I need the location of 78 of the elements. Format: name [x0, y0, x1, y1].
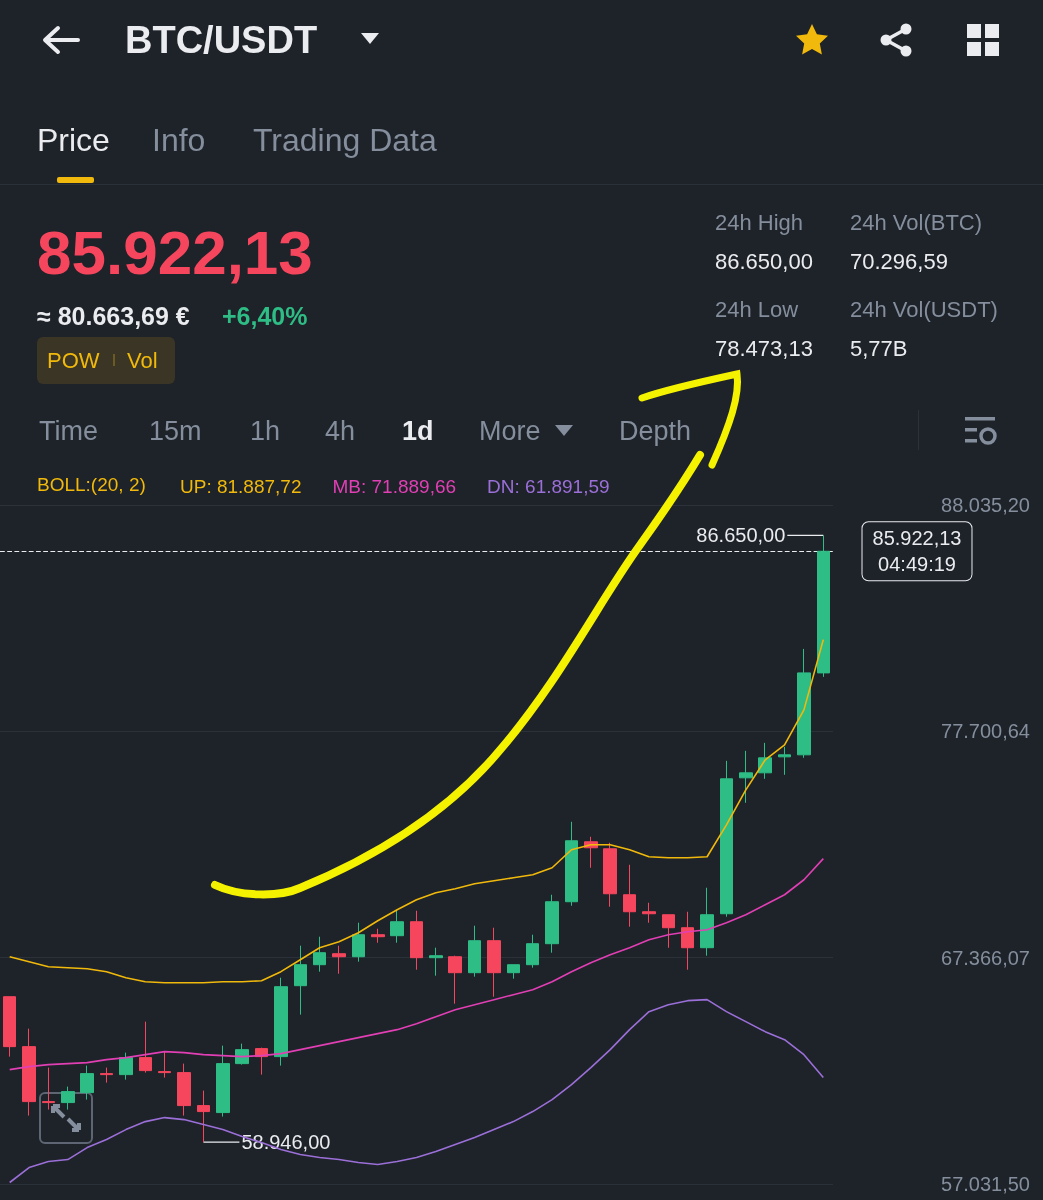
candlestick: [313, 936, 326, 973]
text: 85.922,13: [37, 216, 313, 288]
text: Vol: [127, 348, 158, 374]
candlestick: [294, 945, 307, 1016]
text: 04:49:19: [878, 553, 956, 576]
y-tick-label: 67.366,07: [941, 946, 1030, 969]
candlestick: [448, 955, 462, 1005]
candlestick: [778, 746, 791, 776]
text: MB: 71.889,66: [332, 476, 457, 497]
text: 78.473,13: [715, 336, 813, 362]
candlestick: [662, 914, 675, 949]
text: 24h Low: [715, 297, 799, 323]
text: 5,77B: [850, 336, 908, 362]
text: Info: [152, 121, 206, 159]
text: POW: [47, 348, 100, 374]
candlestick: [3, 996, 16, 1058]
candlestick: [390, 910, 404, 944]
text: 1d: [402, 415, 434, 447]
text: Depth: [619, 415, 692, 447]
candlestick: [80, 1065, 94, 1101]
text: BOLL:(20, 2): [37, 474, 146, 496]
candlestick: [720, 760, 733, 918]
ref-line-label: 85.922,13: [872, 527, 962, 550]
text: Time: [39, 415, 98, 447]
candlestick: [100, 1067, 113, 1084]
line-series: [8, 638, 825, 984]
candlestick: [603, 842, 617, 908]
y-tick-label: 88.035,20: [941, 494, 1030, 516]
candlestick: [817, 534, 830, 678]
line-series: [8, 998, 825, 1184]
candlestick: [158, 1051, 171, 1079]
text: 24h Vol(USDT): [850, 297, 998, 323]
chart-title: BTC/USDT: [125, 18, 318, 62]
line-series: [8, 857, 825, 1071]
text: More: [479, 415, 541, 447]
annotation: 86.650,00: [696, 524, 786, 547]
candlestick: [22, 1028, 36, 1117]
candlestick: [352, 922, 365, 963]
candlestick: [371, 928, 385, 944]
text: +6,40%: [222, 301, 308, 331]
candlestick: [700, 887, 714, 957]
candlestick: [545, 894, 559, 954]
text: 1h: [250, 415, 281, 447]
candlestick: [410, 910, 423, 971]
candlestick: [139, 1021, 152, 1074]
text: 86.650,00: [715, 249, 813, 275]
candlestick: [507, 964, 520, 980]
candlestick: [216, 1045, 230, 1118]
candlestick: [177, 1063, 191, 1117]
candlestick: [487, 927, 501, 998]
candlestick: [429, 947, 443, 977]
candlestick: [119, 1052, 133, 1081]
candlestick: [739, 750, 753, 804]
candlestick: [797, 648, 811, 759]
candlestick: [623, 864, 636, 928]
candlestick: [642, 902, 656, 924]
candlestick: [526, 934, 539, 969]
text: ≈ 80.663,69 €: [37, 301, 190, 331]
candlestick: [332, 945, 346, 975]
candlestick: [468, 925, 481, 978]
text: 4h: [325, 415, 356, 447]
candlestick: [235, 1043, 249, 1066]
text: Trading Data: [253, 121, 437, 159]
candlestick: [274, 977, 288, 1067]
text: 15m: [149, 415, 202, 447]
y-tick-label: 57.031,50: [941, 1173, 1030, 1195]
candlestick: [565, 821, 578, 907]
text: 24h Vol(BTC): [850, 210, 983, 236]
y-tick-label: 77.700,64: [941, 720, 1030, 743]
candlestick: [61, 1086, 75, 1111]
text: 70.296,59: [850, 249, 948, 275]
text: UP: 81.887,72: [180, 476, 302, 497]
candlestick: [197, 1090, 210, 1143]
text: 24h High: [715, 210, 804, 236]
text: DN: 61.891,59: [487, 476, 610, 497]
candlestick: [681, 911, 694, 971]
candlestick: [42, 1067, 55, 1111]
text: Price: [37, 121, 110, 159]
